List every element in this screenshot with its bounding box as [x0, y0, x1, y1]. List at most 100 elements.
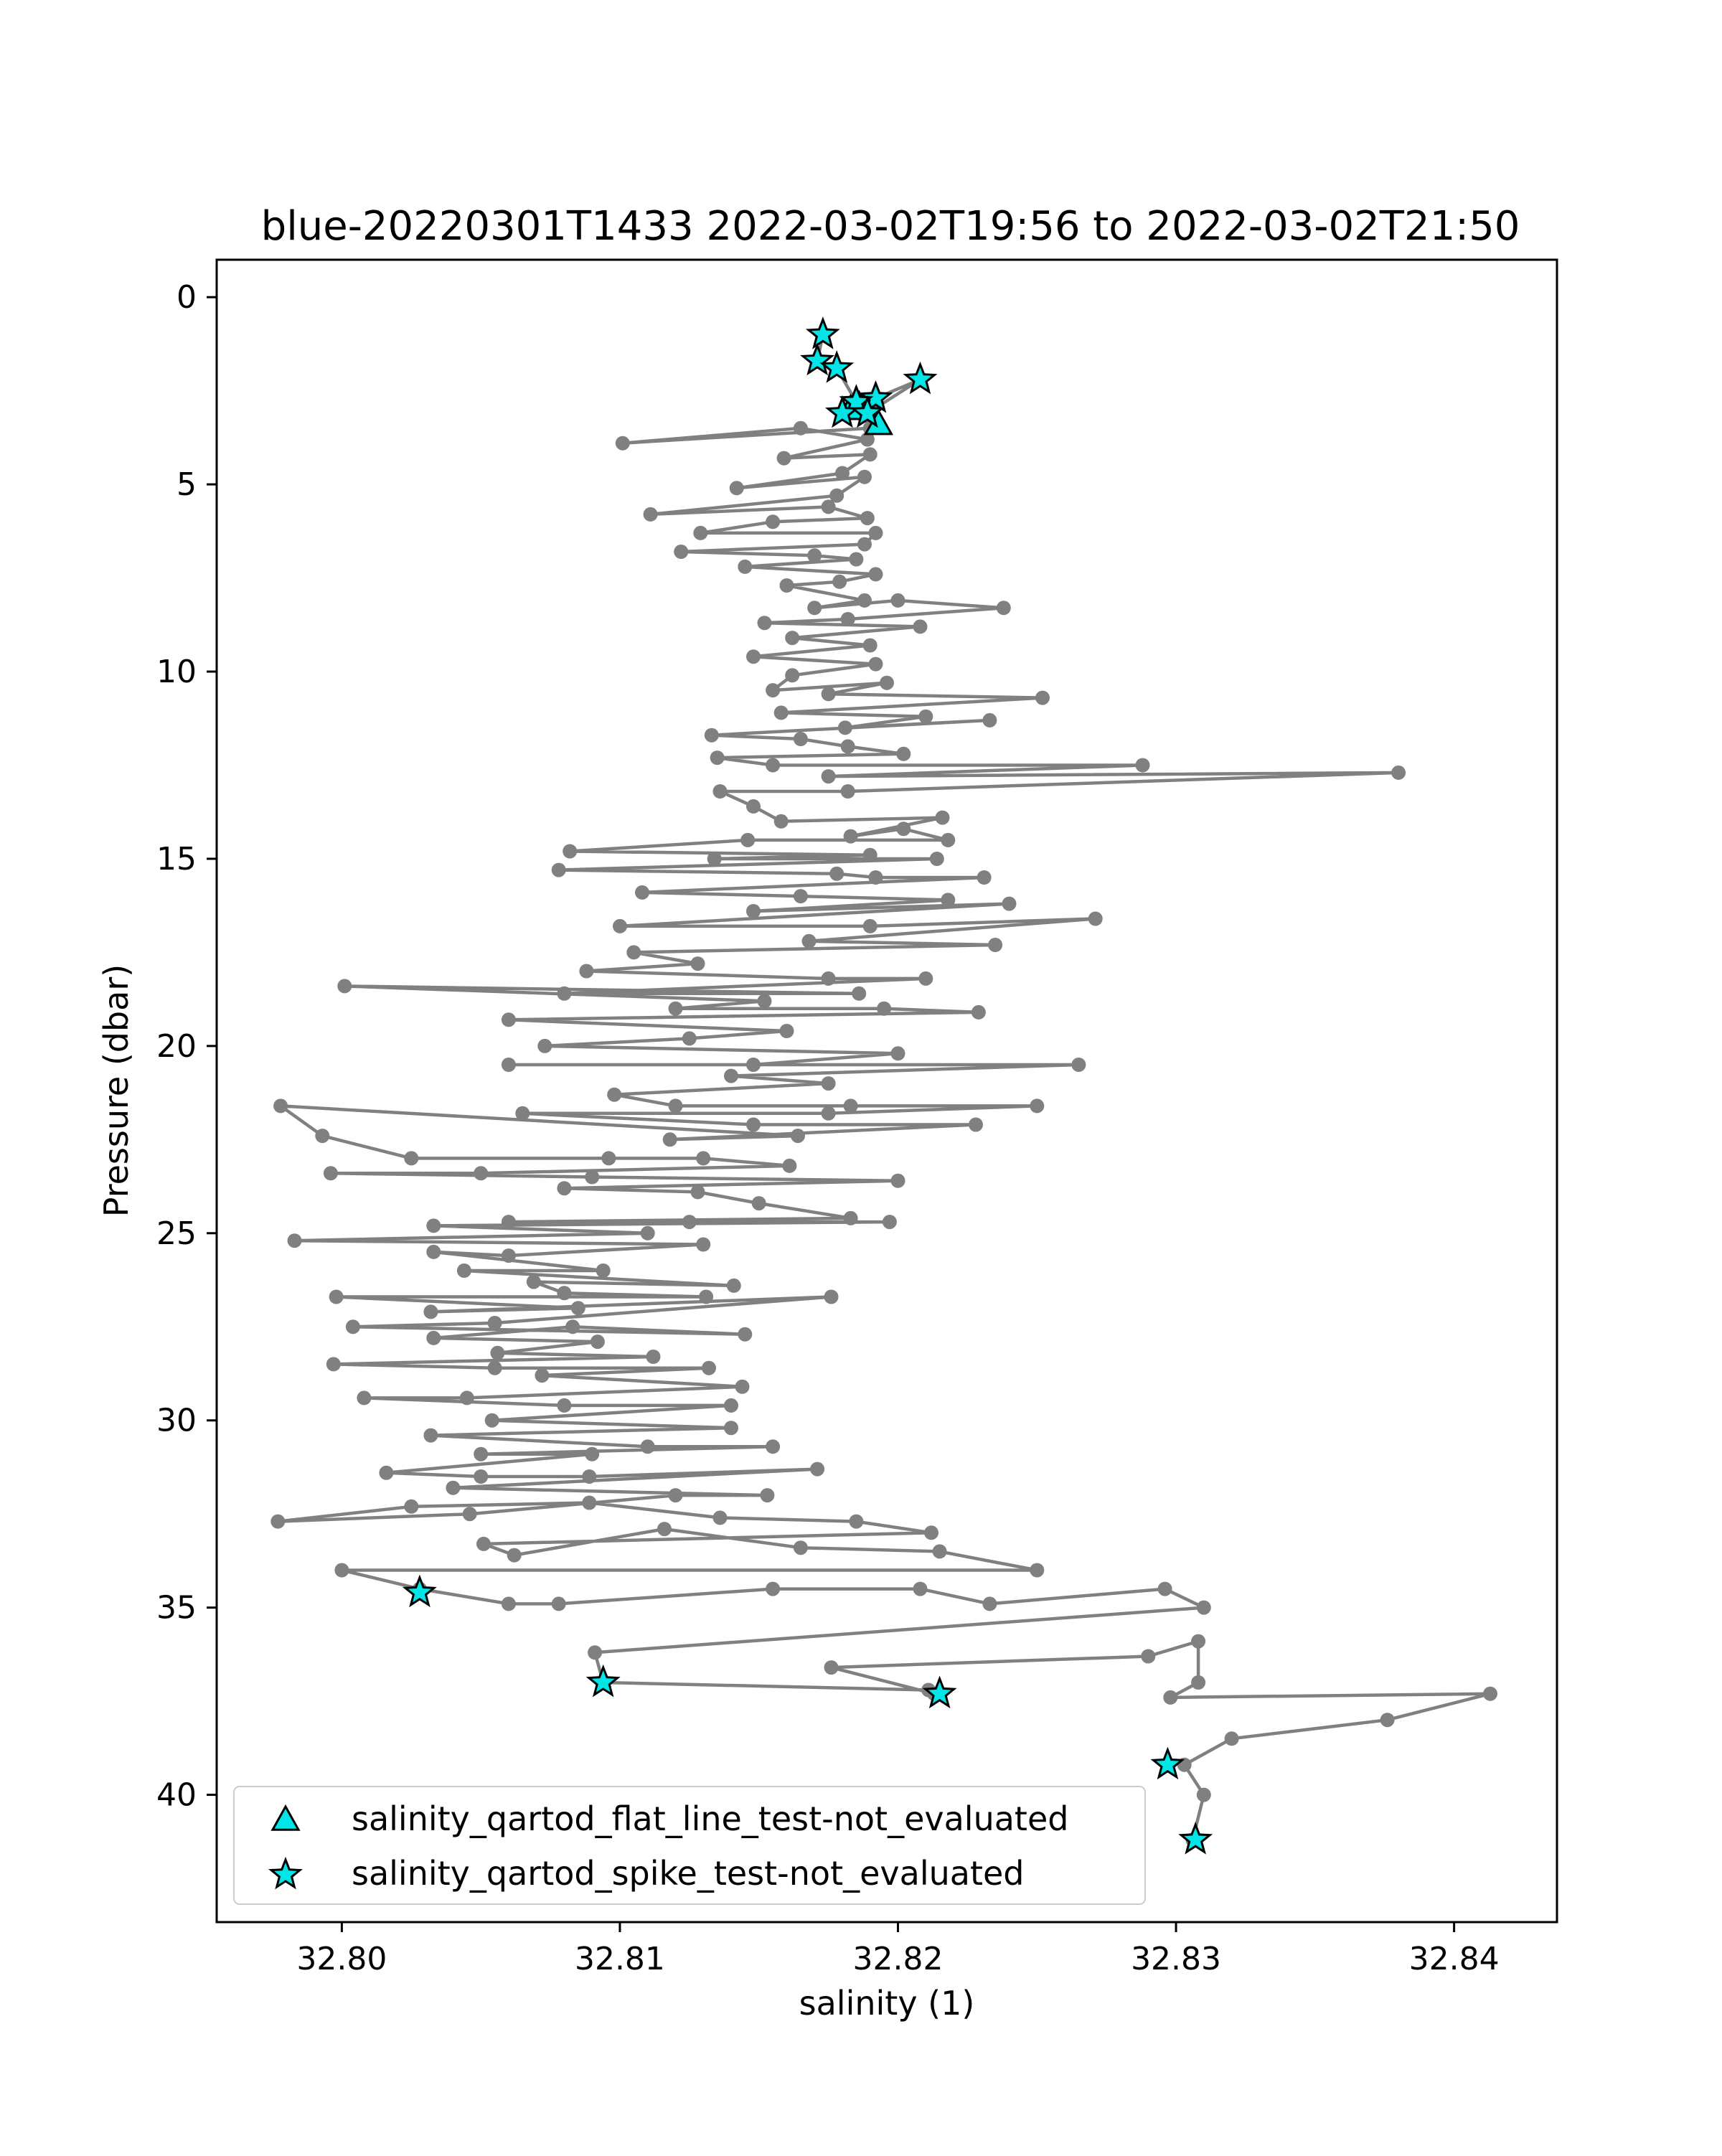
data-point [446, 1480, 461, 1495]
data-point [766, 683, 781, 698]
data-point [773, 814, 789, 829]
data-point [782, 1158, 797, 1173]
data-point [821, 687, 836, 702]
data-point [860, 432, 875, 447]
data-point [766, 1439, 781, 1454]
data-point [929, 852, 944, 866]
data-point [1483, 1686, 1497, 1701]
data-point [829, 866, 844, 881]
data-point [977, 870, 992, 885]
data-point [1163, 1690, 1178, 1705]
data-point [824, 1289, 839, 1304]
data-point [696, 1151, 711, 1166]
data-point [971, 1004, 986, 1020]
data-point [1196, 1787, 1211, 1802]
data-point [860, 511, 875, 526]
data-point [729, 481, 744, 496]
data-point [404, 1499, 419, 1514]
data-point [793, 889, 808, 904]
y-tick-label: 25 [156, 1215, 197, 1252]
data-point [821, 499, 836, 514]
data-point [690, 956, 705, 971]
data-point [890, 1173, 905, 1188]
data-point [877, 1001, 892, 1016]
data-point [563, 844, 578, 859]
data-point [456, 1263, 471, 1278]
data-point [837, 720, 852, 735]
data-point [668, 1488, 683, 1503]
data-point [801, 933, 817, 948]
y-tick-label: 5 [177, 466, 197, 503]
data-point [315, 1129, 330, 1144]
data-point [702, 1360, 716, 1375]
data-point [423, 1428, 438, 1443]
data-point [810, 1461, 825, 1477]
data-point [890, 1046, 905, 1061]
data-point [1030, 1563, 1045, 1578]
data-point [941, 893, 956, 908]
x-tick-label: 32.80 [296, 1941, 387, 1977]
data-point [1002, 896, 1017, 911]
legend-label: salinity_qartod_flat_line_test-not_evalu… [352, 1799, 1068, 1838]
data-point [852, 986, 867, 1001]
x-tick-label: 32.81 [575, 1941, 665, 1977]
data-point [785, 631, 800, 646]
spike-test-marker [1178, 1822, 1213, 1855]
data-point [835, 466, 850, 481]
data-point [779, 1024, 794, 1038]
data-point [785, 668, 800, 683]
data-point [829, 488, 844, 503]
data-point [535, 1368, 550, 1383]
data-point [501, 1248, 516, 1263]
data-point [880, 675, 894, 690]
data-point [1135, 758, 1150, 773]
data-point [1141, 1649, 1156, 1664]
data-point [551, 862, 566, 877]
spike-test-marker [922, 1675, 957, 1709]
data-point [740, 832, 756, 847]
legend-label: salinity_qartod_spike_test-not_evaluated [352, 1854, 1024, 1893]
data-point [404, 1151, 419, 1166]
data-point [674, 545, 689, 559]
data-point [1224, 1731, 1239, 1746]
x-tick-label: 32.82 [853, 1941, 944, 1977]
data-point [890, 593, 905, 608]
data-point [896, 822, 911, 837]
data-point [1391, 765, 1406, 780]
data-point [760, 1488, 775, 1503]
plot-layer [270, 316, 1497, 1855]
data-point [690, 1185, 705, 1200]
data-point [582, 1469, 597, 1484]
data-point [924, 1525, 938, 1540]
data-point [607, 1087, 622, 1102]
data-point [896, 746, 911, 761]
data-point [862, 638, 878, 653]
data-point [459, 1390, 474, 1406]
data-point [1157, 1581, 1172, 1596]
spike-test-marker [585, 1664, 621, 1698]
x-axis-label: salinity (1) [799, 1984, 975, 2023]
data-point [474, 1469, 489, 1484]
data-point [793, 420, 808, 436]
y-tick-label: 30 [156, 1403, 197, 1439]
data-point [746, 649, 761, 664]
data-point [821, 1106, 836, 1121]
data-point [735, 1379, 750, 1394]
data-point [487, 1316, 502, 1330]
data-point [969, 1117, 983, 1132]
data-point [526, 1274, 541, 1289]
data-point [657, 1522, 672, 1537]
data-point [357, 1390, 372, 1406]
spike-test-marker [903, 361, 938, 395]
data-point [646, 1350, 661, 1364]
y-tick-label: 40 [156, 1777, 197, 1814]
data-point [501, 1058, 516, 1072]
legend-box [233, 1786, 1146, 1905]
data-point [585, 1446, 600, 1461]
data-point [988, 938, 1003, 952]
data-point [843, 1098, 858, 1114]
data-point [1191, 1634, 1206, 1649]
data-point [757, 994, 772, 1009]
data-point [1071, 1058, 1086, 1072]
data-point [334, 1563, 349, 1578]
